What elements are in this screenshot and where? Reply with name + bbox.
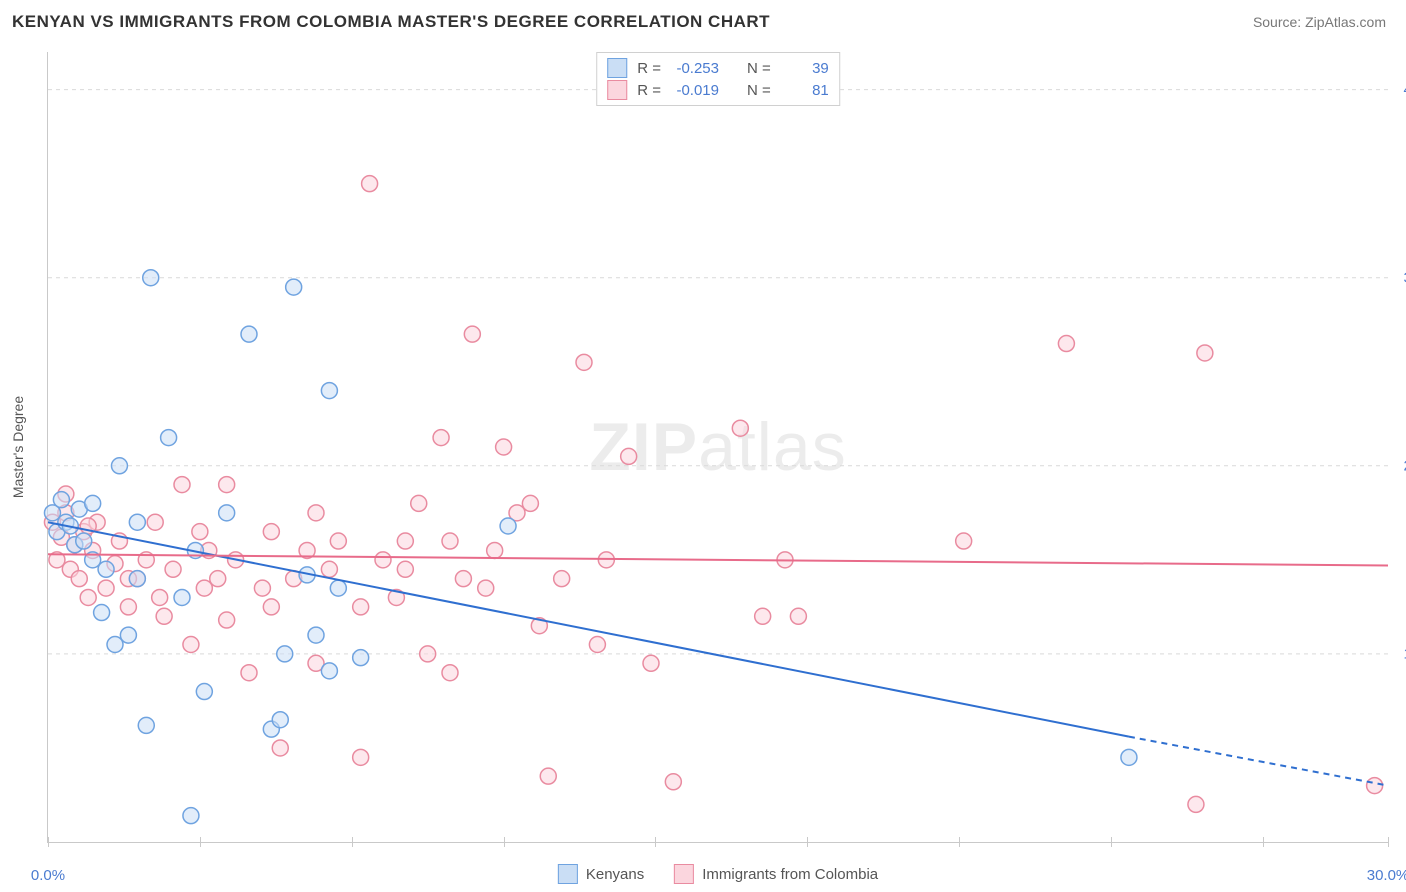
stats-legend-box: R = -0.253 N = 39 R = -0.019 N = 81	[596, 52, 840, 106]
legend-item-colombia: Immigrants from Colombia	[674, 864, 878, 884]
chart-title: KENYAN VS IMMIGRANTS FROM COLOMBIA MASTE…	[12, 12, 770, 32]
stats-row-colombia: R = -0.019 N = 81	[607, 79, 829, 101]
stat-N-label: N =	[747, 60, 771, 77]
x-tick	[655, 837, 656, 847]
legend-label-kenyans: Kenyans	[586, 866, 644, 883]
x-tick	[504, 837, 505, 847]
stat-N-kenyans: 39	[781, 60, 829, 77]
legend-swatch-kenyans-icon	[558, 864, 578, 884]
stat-N-label-2: N =	[747, 82, 771, 99]
legend-swatch-colombia-icon	[674, 864, 694, 884]
x-tick	[959, 837, 960, 847]
legend-label-colombia: Immigrants from Colombia	[702, 866, 878, 883]
x-tick	[352, 837, 353, 847]
x-tick	[1388, 837, 1389, 847]
plot-area: ZIPatlas Master's Degree 10.0%20.0%30.0%…	[47, 52, 1388, 843]
stat-R-kenyans: -0.253	[671, 60, 719, 77]
x-tick	[1111, 837, 1112, 847]
swatch-kenyans-icon	[607, 58, 627, 78]
y-axis-title: Master's Degree	[10, 396, 26, 498]
x-tick	[48, 837, 49, 847]
x-tick	[1263, 837, 1264, 847]
x-tick	[200, 837, 201, 847]
x-tick-label: 30.0%	[1367, 867, 1406, 884]
stat-R-colombia: -0.019	[671, 82, 719, 99]
x-tick	[807, 837, 808, 847]
x-tick-label: 0.0%	[31, 867, 65, 884]
bottom-legend: Kenyans Immigrants from Colombia	[558, 864, 878, 884]
stat-N-colombia: 81	[781, 82, 829, 99]
swatch-colombia-icon	[607, 80, 627, 100]
stats-row-kenyans: R = -0.253 N = 39	[607, 57, 829, 79]
stat-R-label: R =	[637, 60, 661, 77]
plot-svg	[48, 52, 1388, 842]
source-label: Source: ZipAtlas.com	[1253, 14, 1386, 30]
stat-R-label-2: R =	[637, 82, 661, 99]
legend-item-kenyans: Kenyans	[558, 864, 644, 884]
